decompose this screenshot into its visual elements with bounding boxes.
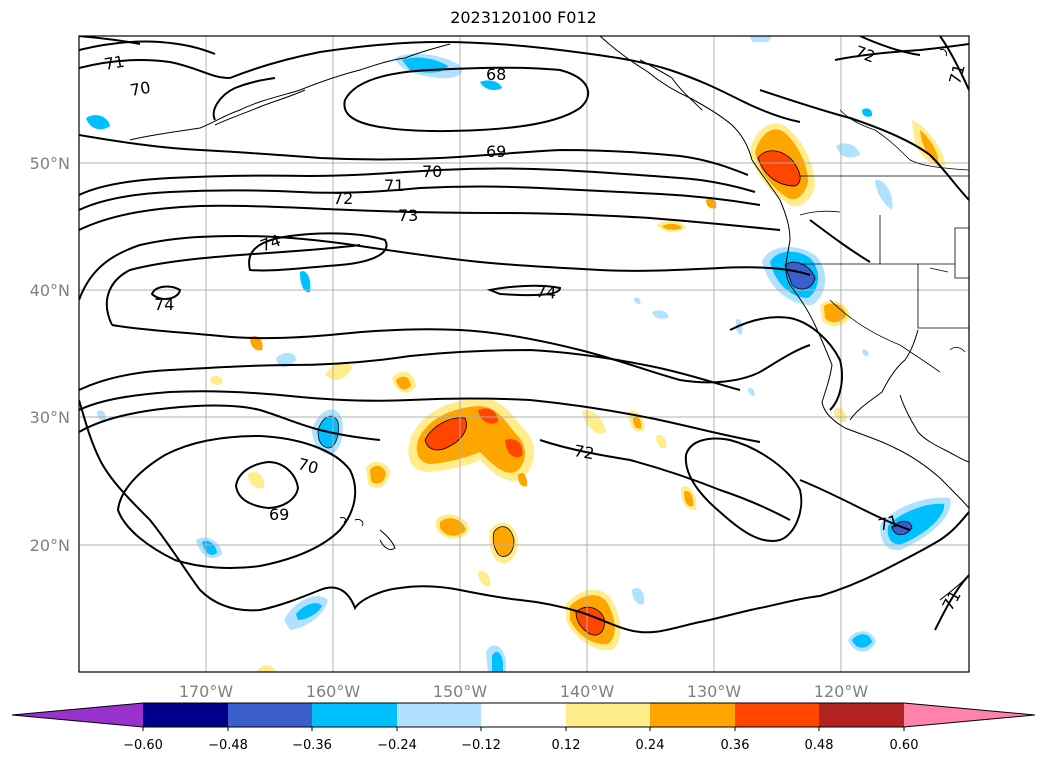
lon-label: 150°W xyxy=(433,682,488,701)
map-area xyxy=(79,36,969,672)
contour-label: 73 xyxy=(398,206,418,225)
anomaly-blob xyxy=(632,587,645,605)
anomaly-blob xyxy=(582,410,606,434)
anomaly-blob xyxy=(758,150,801,186)
borders xyxy=(799,109,969,373)
contour-label: 70 xyxy=(296,454,321,478)
colorbar-segment xyxy=(481,703,566,727)
colorbar-tick-label: 0.12 xyxy=(552,738,581,753)
map-title: 2023120100 F012 xyxy=(450,8,597,27)
colorbar-segment xyxy=(397,703,481,727)
anomaly-blob xyxy=(748,387,755,396)
anomaly-blob xyxy=(652,310,669,319)
colorbar-segment xyxy=(819,703,904,727)
colorbar-tick-label: −0.36 xyxy=(292,738,332,753)
anomaly-blob xyxy=(750,36,772,42)
anomaly-blob xyxy=(210,376,223,385)
anomaly-blob xyxy=(493,526,514,557)
lon-label: 120°W xyxy=(814,682,869,701)
lat-label: 40°N xyxy=(30,281,70,300)
anomaly-blob xyxy=(634,297,641,304)
anomaly-blob xyxy=(86,115,110,130)
anomaly-blob xyxy=(862,349,869,356)
lon-label: 160°W xyxy=(306,682,361,701)
lon-label: 130°W xyxy=(687,682,742,701)
anomaly-blob xyxy=(785,262,815,290)
anomaly-blob xyxy=(97,410,106,421)
lat-label: 50°N xyxy=(30,154,70,173)
anomaly-blob xyxy=(248,471,265,489)
contour-label: 71 xyxy=(876,511,901,535)
anomaly-blob xyxy=(300,271,311,293)
anomaly-blob xyxy=(836,143,860,158)
anomaly-blob xyxy=(518,473,528,487)
anomaly-blob xyxy=(834,407,847,423)
anomaly-blob xyxy=(875,179,893,210)
anomaly-blob xyxy=(576,607,605,636)
anomaly-blob xyxy=(250,335,263,351)
colorbar-tick-label: 0.48 xyxy=(805,738,834,753)
isolines xyxy=(79,36,969,634)
contour-label: 71 xyxy=(384,176,404,195)
colorbar-segment xyxy=(312,703,397,727)
contour-label: 72 xyxy=(572,441,595,463)
anomaly-blob xyxy=(684,490,694,507)
contour-label: 71 xyxy=(945,62,969,87)
anomaly-blob xyxy=(370,465,386,484)
anomaly-blob xyxy=(276,352,296,368)
coastlines xyxy=(129,36,969,601)
colorbar-tick-label: 0.60 xyxy=(890,738,919,753)
anomaly-blob xyxy=(480,80,502,90)
colorbar-extend-max xyxy=(904,703,1035,727)
colorbar-tick-label: 0.36 xyxy=(721,738,750,753)
anomaly-blob xyxy=(296,603,322,620)
anomaly-blob xyxy=(492,651,503,672)
anomaly-blob xyxy=(662,223,682,230)
longitude-labels: 170°W 160°W 150°W 140°W 130°W 120°W xyxy=(179,682,869,701)
colorbar-segment xyxy=(735,703,819,727)
contour-label: 70 xyxy=(422,162,442,181)
colorbar-tick-label: −0.12 xyxy=(461,738,501,753)
contour-label: 69 xyxy=(269,505,289,524)
colorbar-segment xyxy=(143,703,228,727)
contour-label: 70 xyxy=(129,78,152,100)
anomaly-blob xyxy=(505,438,523,458)
lon-label: 170°W xyxy=(179,682,234,701)
anomaly-blob xyxy=(478,408,498,424)
anomaly-blob xyxy=(325,361,352,380)
colorbar-extend-min xyxy=(12,703,143,727)
anomaly-blob xyxy=(920,130,939,163)
anomaly-blob xyxy=(633,416,642,429)
contour-label: 71 xyxy=(103,52,126,74)
lat-label: 20°N xyxy=(30,536,70,555)
contour-label: 74 xyxy=(535,282,557,303)
lon-label: 140°W xyxy=(560,682,615,701)
colorbar: −0.60 −0.48 −0.36 −0.24 −0.12 0.12 0.24 … xyxy=(11,702,1036,753)
anomaly-blob xyxy=(862,108,873,117)
contour-label: 74 xyxy=(154,295,174,314)
colorbar-tick-label: −0.48 xyxy=(208,738,248,753)
colorbar-tick-label: 0.24 xyxy=(636,738,665,753)
contour-label: 69 xyxy=(486,142,506,161)
colorbar-segment xyxy=(650,703,735,727)
anomaly-blob xyxy=(256,665,276,672)
contour-label: 72 xyxy=(333,189,353,208)
anomaly-blob xyxy=(656,434,667,449)
colorbar-segment xyxy=(228,703,312,727)
lat-label: 30°N xyxy=(30,408,70,427)
contour-label: 68 xyxy=(486,65,506,84)
colorbar-tick-label: −0.24 xyxy=(377,738,417,753)
colorbar-segment xyxy=(566,703,650,727)
anomaly-blob xyxy=(396,376,411,390)
anomaly-blob xyxy=(478,570,491,587)
colorbar-tick-label: −0.60 xyxy=(123,738,163,753)
anomaly-shading xyxy=(86,36,951,672)
anomaly-blob xyxy=(852,634,872,648)
latitude-labels: 50°N 40°N 30°N 20°N xyxy=(30,154,70,555)
map-frame xyxy=(78,35,970,673)
